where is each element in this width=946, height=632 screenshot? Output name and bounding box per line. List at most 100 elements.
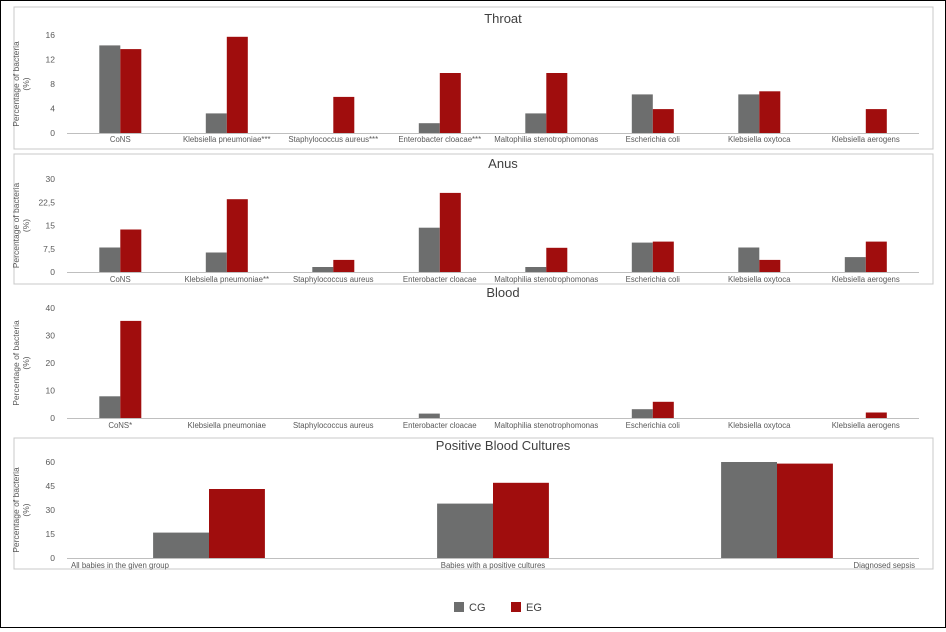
bar-cg xyxy=(631,242,653,272)
y-tick-label: 20 xyxy=(46,358,56,368)
bar-eg xyxy=(226,36,248,133)
category-label: CoNS* xyxy=(108,421,132,430)
bar-cg xyxy=(312,267,334,272)
bar-cg xyxy=(525,113,547,133)
legend-swatch-eg xyxy=(511,602,521,612)
category-label: Staphylococcus aureus*** xyxy=(288,135,378,144)
bar-eg xyxy=(333,259,355,272)
panel-title: Anus xyxy=(488,156,518,171)
y-axis-label: Percentage of bacteria(%) xyxy=(11,41,31,127)
y-axis-label: Percentage of bacteria(%) xyxy=(11,467,31,553)
bar-cg xyxy=(721,462,777,558)
category-label: Klebsiella pneumoniae** xyxy=(184,275,269,284)
y-tick-label: 16 xyxy=(46,30,56,40)
bar-eg xyxy=(777,463,833,558)
y-tick-label: 15 xyxy=(46,529,56,539)
y-tick-label: 10 xyxy=(46,386,56,396)
y-tick-label: 45 xyxy=(46,481,56,491)
legend: CG EG xyxy=(454,602,542,614)
category-label: Staphylococcus aureus xyxy=(293,275,374,284)
bar-eg xyxy=(759,259,781,272)
bar-cg xyxy=(418,123,440,133)
bar-cg xyxy=(418,227,440,272)
bar-cg xyxy=(99,45,121,133)
panel-border xyxy=(13,153,934,285)
bar-eg xyxy=(493,482,549,558)
category-label: CoNS xyxy=(110,135,131,144)
category-label: Maltophilia stenotrophomonas xyxy=(494,421,598,430)
category-label: All babies in the given group xyxy=(71,561,170,570)
y-tick-label: 7,5 xyxy=(43,244,55,254)
y-tick-label: 4 xyxy=(50,104,55,114)
bar-eg xyxy=(226,199,248,272)
legend-label-eg: EG xyxy=(526,602,542,614)
bar-eg xyxy=(652,401,674,418)
bar-cg xyxy=(738,94,760,133)
chart-panel-1: Throat 0 4 8 12 16 Percentage of bacteria(%) Co… xyxy=(11,6,934,150)
category-label: CoNS xyxy=(110,275,131,284)
y-tick-label: 22,5 xyxy=(38,197,55,207)
panel-border xyxy=(13,6,934,150)
bar-cg xyxy=(437,503,493,558)
y-tick-label: 30 xyxy=(46,174,56,184)
category-label: Klebsiella pneumoniae*** xyxy=(183,135,271,144)
category-label: Escherichia coli xyxy=(626,275,680,284)
bar-eg xyxy=(209,489,265,558)
bar-cg xyxy=(153,532,209,558)
category-label: Diagnosed sepsis xyxy=(853,561,915,570)
bar-eg xyxy=(759,91,781,133)
panel-title: Positive Blood Cultures xyxy=(436,438,571,453)
bar-eg xyxy=(865,109,887,133)
legend-label-cg: CG xyxy=(469,602,486,614)
y-tick-label: 40 xyxy=(46,303,56,313)
bar-eg xyxy=(120,229,142,272)
category-label: Maltophilia stenotrophomonas xyxy=(494,275,598,284)
legend-swatch-cg xyxy=(454,602,464,612)
y-tick-label: 30 xyxy=(46,505,56,515)
bar-cg xyxy=(631,94,653,133)
category-label: Klebsiella oxytoca xyxy=(728,275,791,284)
bar-cg xyxy=(738,247,760,272)
bar-cg xyxy=(205,113,227,133)
y-axis-label: Percentage of bacteria(%) xyxy=(11,182,31,268)
category-label: Klebsiella pneumoniae xyxy=(188,421,266,430)
bar-eg xyxy=(546,247,568,272)
bar-cg xyxy=(418,413,440,418)
bar-eg xyxy=(439,73,461,133)
category-label: Enterobacter cloacae xyxy=(403,421,477,430)
bar-eg xyxy=(439,192,461,272)
category-label: Escherichia coli xyxy=(626,135,680,144)
y-tick-label: 60 xyxy=(46,457,56,467)
y-tick-label: 12 xyxy=(46,55,56,65)
category-label: Enterobacter cloacae xyxy=(403,275,477,284)
bar-eg xyxy=(865,412,887,418)
bar-eg xyxy=(120,320,142,418)
bar-cg xyxy=(631,409,653,418)
category-label: Enterobacter cloacae*** xyxy=(398,135,481,144)
y-tick-label: 15 xyxy=(46,221,56,231)
bar-cg xyxy=(525,267,547,272)
category-label: Klebsiella aerogens xyxy=(832,275,900,284)
bar-eg xyxy=(865,241,887,272)
category-label: Escherichia coli xyxy=(626,421,680,430)
bar-eg xyxy=(652,241,674,272)
y-tick-label: 0 xyxy=(50,413,55,423)
bar-eg xyxy=(120,49,142,133)
category-label: Klebsiella oxytoca xyxy=(728,135,791,144)
panel-border xyxy=(13,437,934,570)
y-tick-label: 0 xyxy=(50,128,55,138)
category-label: Babies with a positive cultures xyxy=(441,561,546,570)
bar-eg xyxy=(652,109,674,133)
y-tick-label: 0 xyxy=(50,267,55,277)
panel-title: Throat xyxy=(484,11,522,26)
bar-cg xyxy=(99,396,121,418)
category-label: Klebsiella oxytoca xyxy=(728,421,791,430)
bar-cg xyxy=(99,247,121,272)
chart-panel-2: Anus 0 7,5 15 22,5 30 Percentage of bacteria(%… xyxy=(11,153,934,285)
chart-panel-3: Blood 0 10 20 30 40 Percentage of bacteria(%) C… xyxy=(11,285,919,430)
panel-title: Blood xyxy=(486,285,519,300)
bar-cg xyxy=(844,257,866,272)
category-label: Staphylococcus aureus xyxy=(293,421,374,430)
